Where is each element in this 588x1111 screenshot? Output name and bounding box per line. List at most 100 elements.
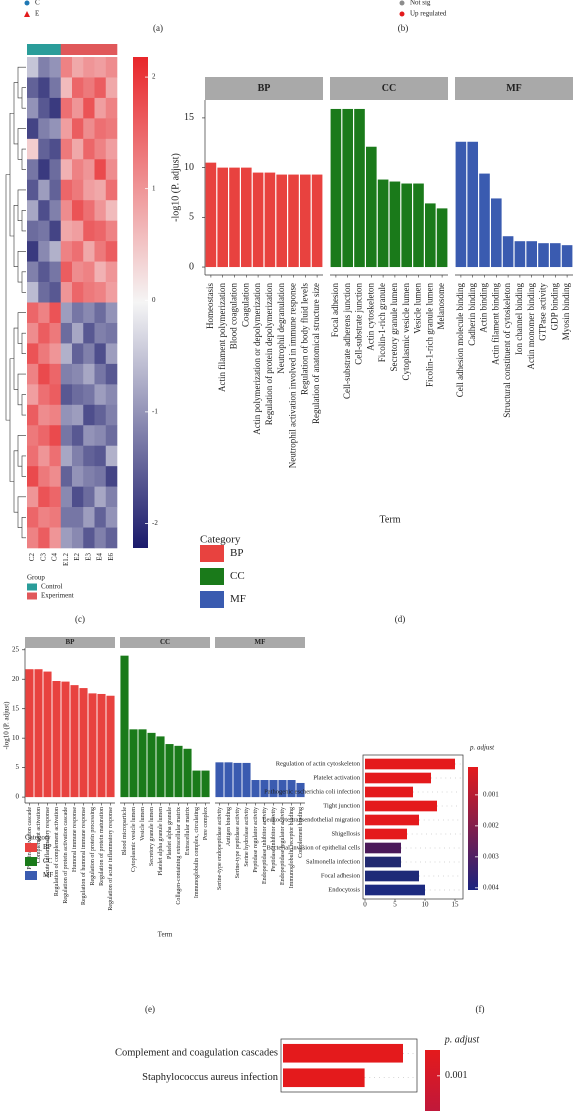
bar <box>215 762 224 798</box>
heatmap-cell <box>27 507 39 528</box>
heatmap-cell <box>94 404 107 426</box>
bar <box>201 770 210 798</box>
heatmap-cell <box>49 425 62 447</box>
heatmap-cell <box>105 384 118 406</box>
y-tick-label: Salmonella infection <box>306 858 361 865</box>
heatmap-cell <box>60 138 73 160</box>
x-tick-label: Extracellular matrix <box>185 807 191 855</box>
heatmap-cell <box>49 507 62 528</box>
y-tick-label: 5 <box>189 212 194 223</box>
bar <box>283 1043 403 1063</box>
y-tick-label: Leukocyte transendothelial migration <box>263 816 361 823</box>
x-tick-label: GTPase activity <box>538 283 548 341</box>
column-label: E2 <box>73 553 81 561</box>
heatmap-cell <box>38 322 50 344</box>
x-tick-label: 5 <box>393 901 397 909</box>
heatmap-cell <box>27 282 39 303</box>
heatmap-cell <box>105 425 118 447</box>
facet-header <box>330 77 448 100</box>
bar <box>156 736 165 798</box>
y-tick-label: Shigellosis <box>331 830 360 837</box>
heatmap-cell <box>83 282 95 303</box>
y-tick-label: Staphylococcus aureus infection <box>142 1072 279 1083</box>
heatmap-cell <box>94 159 107 181</box>
bar <box>365 772 431 784</box>
bar <box>192 770 201 798</box>
dendrogram-branch <box>9 358 14 482</box>
legend-label: MF <box>230 593 246 605</box>
heatmap-cell <box>49 302 62 324</box>
bar <box>120 655 129 798</box>
colorbar-tick-label: -1 <box>152 407 158 415</box>
y-tick-label: Focal adhesion <box>321 872 361 879</box>
heatmap-cell <box>27 322 39 344</box>
heatmap-cell <box>72 322 84 344</box>
heatmap-cell <box>60 159 73 181</box>
heatmap-cell <box>38 282 50 303</box>
panel-label: (a) <box>153 23 163 33</box>
y-tick-label: Complement and coagulation cascades <box>115 1048 278 1059</box>
bar <box>43 671 52 798</box>
dendrogram-branch <box>21 517 26 539</box>
colorbar-tick-label: 1 <box>152 184 156 192</box>
legend-label: Not sig <box>410 0 431 7</box>
panel-label: (d) <box>395 614 406 624</box>
bar <box>365 856 401 868</box>
heatmap-cell <box>49 220 62 242</box>
dendrogram-branch <box>13 450 18 513</box>
heatmap-cell <box>38 302 50 324</box>
x-tick-label: Serine-type peptidase activity <box>235 807 241 878</box>
bar <box>106 695 115 798</box>
bar <box>61 681 70 798</box>
heatmap-cell <box>49 97 62 119</box>
x-tick-label: Regulation of protein maturation <box>98 807 105 886</box>
heatmap-cell <box>27 118 39 140</box>
facet-header <box>25 637 115 648</box>
legend-swatch <box>25 843 37 852</box>
heatmap-cell <box>72 97 84 119</box>
bar <box>538 243 549 268</box>
heatmap-cell <box>83 57 95 78</box>
heatmap-cell <box>94 220 107 242</box>
heatmap-cell <box>94 261 107 283</box>
bar <box>224 762 233 798</box>
heatmap-cell <box>105 404 118 426</box>
y-tick-label: 0 <box>16 793 20 801</box>
x-tick-label: Neutrophil degranulation <box>276 283 286 374</box>
heatmap-cell <box>105 261 118 283</box>
heatmap-cell <box>83 138 95 160</box>
heatmap-cell <box>94 241 107 262</box>
heatmap-cell <box>27 77 39 99</box>
legend-swatch <box>200 545 224 562</box>
legend-swatch <box>25 871 37 880</box>
bar <box>299 174 311 268</box>
heatmap-cell <box>72 138 84 160</box>
y-tick-label: Pathogenic escherichia coli infection <box>264 788 361 795</box>
heatmap-cell <box>94 57 107 78</box>
heatmap-cell <box>38 343 50 365</box>
bar <box>269 780 278 798</box>
x-tick-label: Regulation of humoral immune response <box>80 807 87 905</box>
heatmap-cell <box>38 404 50 426</box>
heatmap-cell <box>27 97 39 119</box>
heatmap-cell <box>83 343 95 365</box>
dendrogram-branch <box>9 112 14 237</box>
heatmap-cell <box>105 118 118 140</box>
heatmap-cell <box>83 179 95 201</box>
panel-label: (e) <box>145 1004 155 1014</box>
facet-title: MF <box>506 83 522 94</box>
heatmap-cell <box>105 466 118 487</box>
colorbar-tick-label: 0.001 <box>445 1070 468 1081</box>
legend-label: MF <box>43 871 53 879</box>
heatmap-cell <box>38 159 50 181</box>
heatmap-cell <box>27 486 39 508</box>
facet-header <box>205 77 323 100</box>
heatmap-cell <box>38 507 50 528</box>
dendrogram-branch <box>13 82 18 145</box>
bar <box>283 1068 365 1088</box>
heatmap-cell <box>49 363 62 385</box>
group-bar <box>27 44 39 55</box>
panel-label: (f) <box>476 1004 485 1014</box>
heatmap-cell <box>49 445 62 467</box>
bar <box>174 745 183 798</box>
